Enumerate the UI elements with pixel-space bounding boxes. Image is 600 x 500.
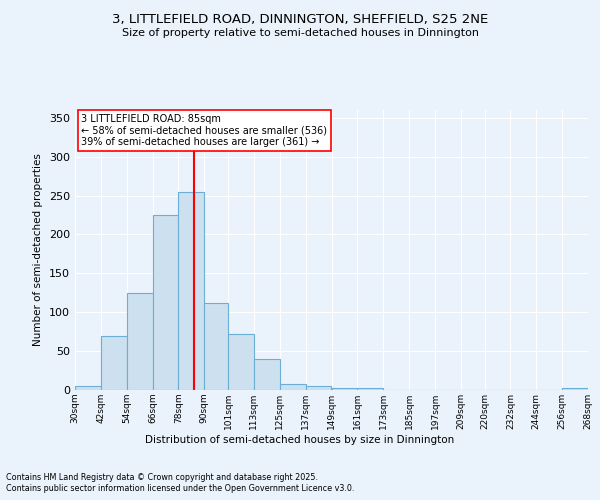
Text: Contains public sector information licensed under the Open Government Licence v3: Contains public sector information licen…: [6, 484, 355, 493]
Bar: [228, 334, 254, 390]
Text: Distribution of semi-detached houses by size in Dinnington: Distribution of semi-detached houses by …: [145, 435, 455, 445]
Bar: [178, 192, 205, 390]
Bar: [75, 386, 101, 390]
Bar: [152, 215, 178, 390]
Text: 3 LITTLEFIELD ROAD: 85sqm
← 58% of semi-detached houses are smaller (536)
39% of: 3 LITTLEFIELD ROAD: 85sqm ← 58% of semi-…: [82, 114, 328, 147]
Bar: [101, 336, 127, 390]
Text: 3, LITTLEFIELD ROAD, DINNINGTON, SHEFFIELD, S25 2NE: 3, LITTLEFIELD ROAD, DINNINGTON, SHEFFIE…: [112, 12, 488, 26]
Bar: [254, 359, 280, 390]
Text: Contains HM Land Registry data © Crown copyright and database right 2025.: Contains HM Land Registry data © Crown c…: [6, 472, 318, 482]
Bar: [305, 386, 331, 390]
Bar: [331, 388, 358, 390]
Text: Size of property relative to semi-detached houses in Dinnington: Size of property relative to semi-detach…: [121, 28, 479, 38]
Bar: [127, 293, 152, 390]
Bar: [358, 388, 383, 390]
Bar: [562, 388, 588, 390]
Bar: [205, 303, 228, 390]
Bar: [280, 384, 305, 390]
Y-axis label: Number of semi-detached properties: Number of semi-detached properties: [34, 154, 43, 346]
